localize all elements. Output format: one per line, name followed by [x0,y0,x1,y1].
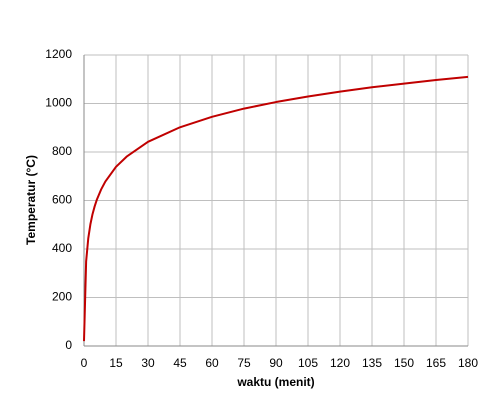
y-tick-label: 1000 [45,96,72,110]
y-tick-label: 800 [52,144,72,158]
y-tick-label: 400 [52,241,72,255]
y-axis-title: Temperatur (°C) [24,155,38,245]
y-tick-label: 1200 [45,47,72,61]
x-tick-label: 90 [269,356,283,370]
x-axis-title: waktu (menit) [236,375,314,389]
y-tick-label: 200 [52,290,72,304]
data-line [83,75,469,342]
x-tick-label: 150 [394,356,414,370]
x-tick-label: 0 [81,356,88,370]
x-tick-label: 120 [330,356,350,370]
x-tick-label: 135 [362,356,382,370]
x-tick-label: 75 [237,356,251,370]
x-tick-label: 30 [141,356,155,370]
x-tick-label: 45 [173,356,187,370]
x-tick-label: 15 [109,356,123,370]
x-tick-label: 180 [458,356,478,370]
y-tick-label: 0 [65,338,72,352]
y-tick-label: 600 [52,193,72,207]
x-tick-label: 105 [298,356,318,370]
x-tick-label: 165 [426,356,446,370]
x-tick-label: 60 [205,356,219,370]
